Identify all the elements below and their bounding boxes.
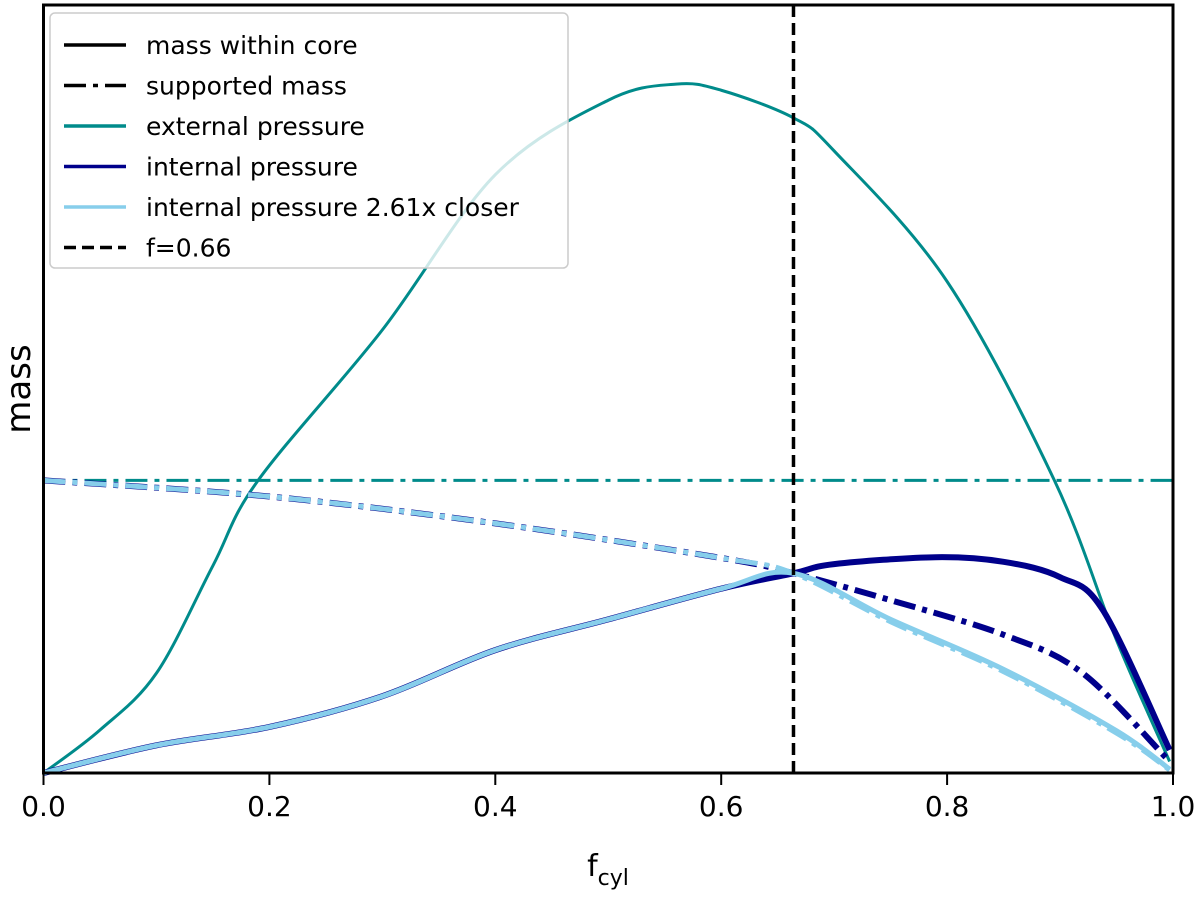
series-line-internal-pressure-2-61x-closer-supported-mass [43, 477, 1172, 772]
x-tick-label: 1.0 [1151, 790, 1196, 823]
axes-layer: 0.0 0.2 0.4 0.6 0.8 1.0 [21, 3, 1196, 823]
legend-label: external pressure [146, 112, 365, 141]
y-axis-label: mass [0, 344, 39, 433]
x-tick-label: 0.8 [925, 790, 970, 823]
x-axis-label: fcyl [587, 849, 629, 891]
plot-frame [42, 3, 1175, 775]
series-line-external-pressure-mass-within-core [42, 82, 1171, 775]
legend-label: f=0.66 [146, 234, 231, 263]
legend-label: internal pressure [146, 153, 358, 182]
series-line-internal-pressure-mass-within-core [42, 554, 1173, 776]
legend-box [49, 12, 569, 269]
legend-label: mass within core [146, 31, 358, 60]
x-tick-label: 0.2 [247, 790, 292, 823]
x-axis-label-subscript: cyl [598, 866, 629, 891]
series-layer [42, 5, 1173, 776]
legend: mass within core supported mass external p… [49, 12, 569, 269]
x-tick-label: 0.0 [21, 790, 66, 823]
series-line-internal-pressure-2-61x-closer-mass-within-core [42, 569, 1172, 776]
legend-label: internal pressure 2.61x closer [146, 193, 520, 222]
legend-label: supported mass [146, 72, 347, 101]
x-tick-label: 0.6 [699, 790, 744, 823]
x-tick-label: 0.4 [473, 790, 518, 823]
